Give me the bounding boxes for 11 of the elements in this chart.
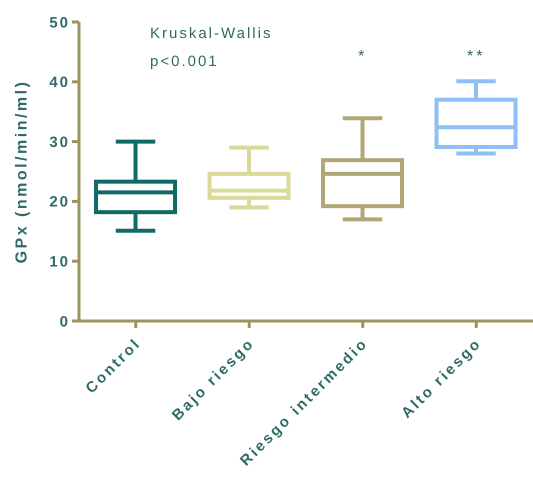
y-tick-label: 0 <box>60 313 70 330</box>
y-tick-label: 50 <box>49 14 70 32</box>
y-tick-label: 20 <box>49 194 70 211</box>
annotation: Kruskal-Wallis <box>150 24 272 44</box>
annotation: ** <box>466 48 486 66</box>
y-tick-label: 30 <box>49 134 70 151</box>
y-tick-label: 40 <box>49 74 70 92</box>
y-axis-title: GPx (nmol/min/ml) <box>14 80 30 264</box>
annotation: * <box>357 48 368 66</box>
y-tick-label: 10 <box>49 254 70 271</box>
annotation: p<0.001 <box>150 52 220 72</box>
